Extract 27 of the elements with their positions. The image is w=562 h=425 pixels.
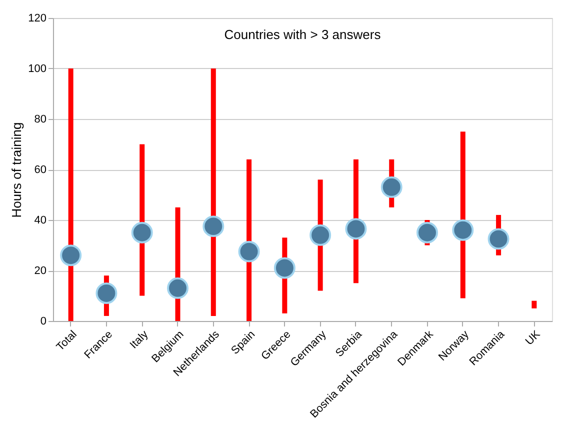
y-tick-label: 0	[40, 316, 46, 328]
y-tick-label: 120	[28, 12, 46, 24]
point	[310, 224, 332, 246]
point	[274, 257, 296, 279]
point	[416, 222, 438, 244]
point	[60, 244, 82, 266]
y-tick-label: 80	[34, 114, 46, 126]
point	[96, 282, 118, 304]
y-tick-label: 40	[34, 214, 46, 226]
point	[488, 228, 510, 250]
bar	[68, 68, 74, 321]
point	[238, 240, 260, 262]
point	[202, 216, 224, 238]
bar	[210, 68, 216, 316]
point	[380, 176, 402, 198]
point	[131, 222, 153, 244]
text: Countries with > 3 answers	[224, 27, 382, 42]
y-axis-title: Hours of training	[9, 122, 24, 218]
y-tick-label: 20	[34, 265, 46, 277]
point	[345, 218, 367, 240]
y-tick-label: 60	[34, 164, 46, 176]
x-tick-label: UK	[523, 328, 544, 348]
x-tick-label: Italy	[128, 328, 151, 352]
point	[167, 277, 188, 299]
point	[452, 219, 474, 241]
y-tick-label: 100	[28, 63, 46, 75]
bar	[532, 300, 537, 308]
